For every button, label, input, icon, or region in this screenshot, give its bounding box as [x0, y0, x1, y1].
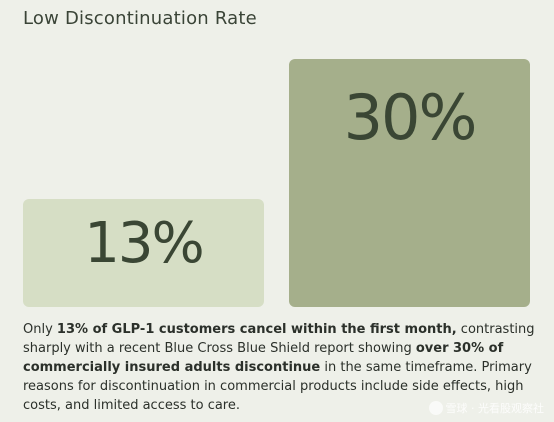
description-part-3: in the same timeframe. Primary reasons f…	[23, 360, 532, 413]
watermark-text: 雪球 · 光看股观察社	[445, 402, 545, 415]
watermark: 雪球 · 光看股观察社	[428, 400, 545, 416]
description-bold-1: 13% of GLP-1 customers cancel within the…	[56, 322, 457, 337]
bar-value-label-1: 13%	[84, 211, 204, 276]
description-bold-2: over 30% of commercially insured adults …	[23, 341, 504, 375]
bar-2: 30%	[289, 59, 530, 307]
description-part-1: Only	[23, 322, 57, 337]
chart-title: Low Discontinuation Rate	[23, 8, 257, 29]
bar-value-label-2: 30%	[343, 81, 478, 154]
description-part-2: contrasting sharply with a recent Blue C…	[23, 322, 535, 356]
watermark-logo-icon	[428, 401, 443, 415]
description-text: Only 13% of GLP-1 customers cancel withi…	[23, 320, 543, 415]
bar-1: 13%	[23, 199, 264, 307]
